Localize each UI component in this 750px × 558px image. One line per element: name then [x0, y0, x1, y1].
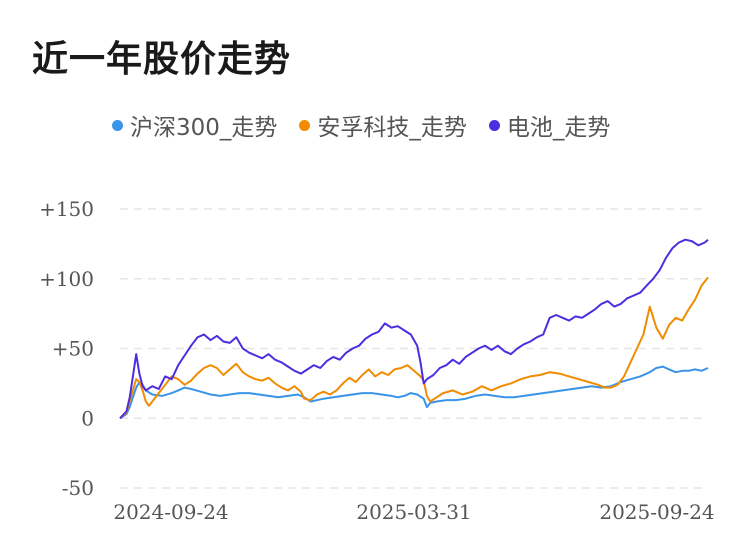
legend-item-hs300[interactable]: 沪深300_走势 [112, 108, 277, 142]
y-tick-label: +50 [52, 337, 94, 361]
series-line-hs300 [119, 365, 709, 420]
legend-label-battery: 电池_走势 [506, 115, 611, 141]
y-tick-label: 0 [81, 406, 94, 430]
legend-label-hs300: 沪深300_走势 [130, 115, 278, 141]
legend: 沪深300_走势 安孚科技_走势 电池_走势 [112, 108, 610, 142]
legend-marker-anfu [299, 119, 311, 131]
legend-marker-battery [488, 119, 500, 131]
series-line-battery [119, 238, 709, 419]
y-tick-label: -50 [62, 476, 94, 500]
y-tick-label: +100 [39, 267, 94, 291]
legend-item-battery[interactable]: 电池_走势 [488, 108, 611, 142]
legend-item-anfu[interactable]: 安孚科技_走势 [299, 108, 467, 142]
legend-label-anfu: 安孚科技_走势 [317, 115, 467, 141]
series-line-anfu [119, 276, 709, 420]
x-tick-label: 2025-09-24 [599, 500, 714, 524]
x-tick-label: 2024-09-24 [113, 500, 228, 524]
y-tick-label: +150 [39, 197, 94, 221]
chart-title: 近一年股价走势 [32, 39, 292, 80]
x-tick-label: 2025-03-31 [356, 500, 471, 524]
legend-marker-hs300 [112, 119, 123, 131]
